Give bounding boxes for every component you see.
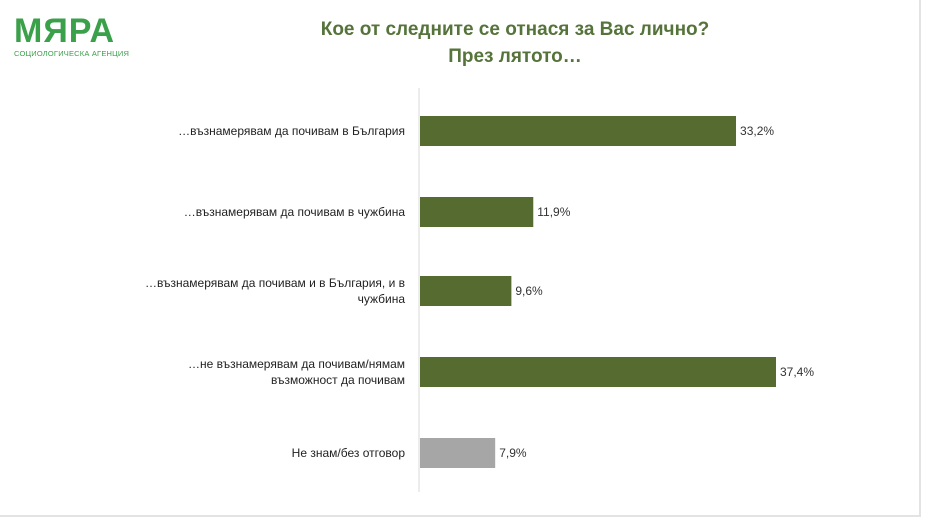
data-label: 37,4% xyxy=(780,365,814,379)
chart-title: Кое от следните се отнася за Вас лично? xyxy=(320,19,710,40)
chart-subtitle: През лятото… xyxy=(448,46,582,67)
bar xyxy=(420,197,534,227)
logo-subtitle: СОЦИОЛОГИЧЕСКА АГЕНЦИЯ xyxy=(14,49,130,58)
bar xyxy=(420,357,776,387)
category-label: …не възнамерявам да почивам/нямам xyxy=(188,357,405,371)
category-label: …възнамерявам да почивам в България xyxy=(178,124,405,138)
logo-name: МЯРА xyxy=(14,12,116,50)
logo: МЯРА СОЦИОЛОГИЧЕСКА АГЕНЦИЯ xyxy=(14,14,129,58)
category-label: Не знам/без отговор xyxy=(292,446,406,460)
bar xyxy=(420,116,737,146)
category-label: …възнамерявам да почивам в чужбина xyxy=(184,205,406,219)
bar xyxy=(420,438,496,468)
data-label: 33,2% xyxy=(740,124,774,138)
category-label: възможност да почивам xyxy=(271,373,405,387)
data-label: 11,9% xyxy=(537,205,570,219)
bar xyxy=(420,276,512,306)
data-label: 7,9% xyxy=(499,446,527,460)
data-label: 9,6% xyxy=(515,284,543,298)
category-label: …възнамерявам да почивам и в България, и… xyxy=(145,276,405,290)
category-label: чужбина xyxy=(358,292,406,306)
